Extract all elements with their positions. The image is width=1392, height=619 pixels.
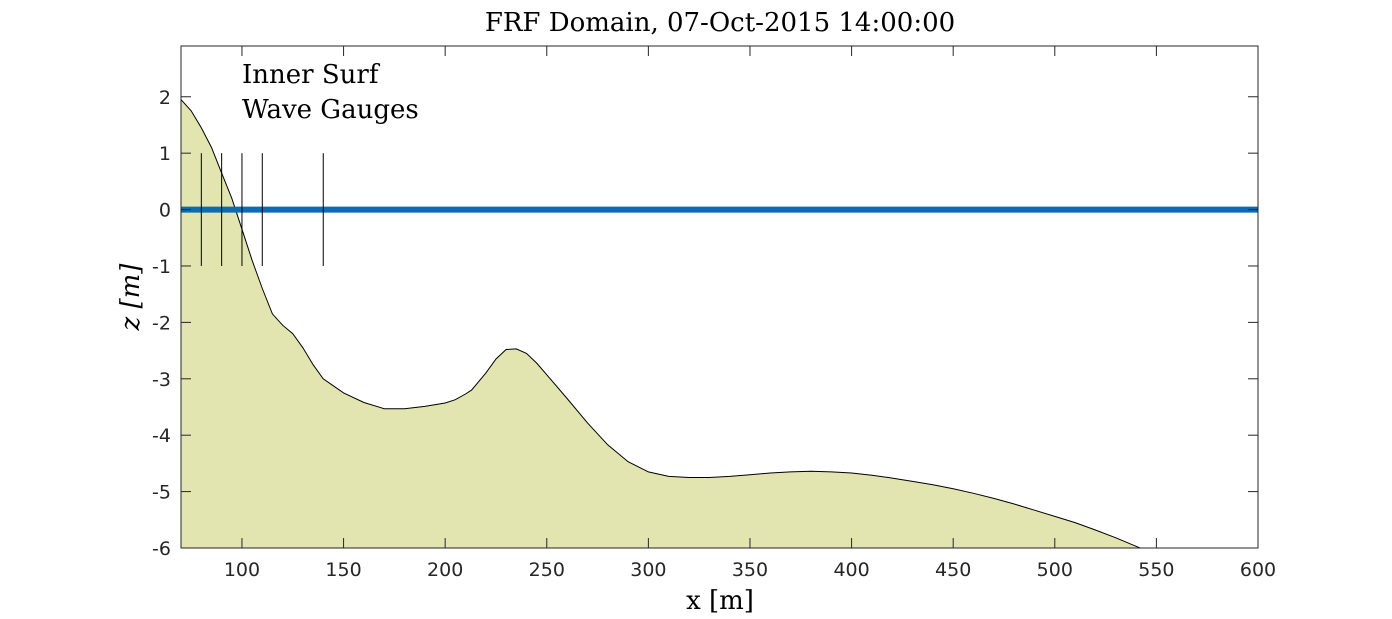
- x-tick-label: 350: [732, 559, 768, 581]
- y-tick-label: -3: [152, 369, 171, 391]
- x-tick-label: 400: [833, 559, 869, 581]
- y-tick-label: 0: [159, 200, 171, 222]
- y-tick-label: -2: [152, 312, 171, 334]
- plot-area: [180, 99, 1258, 549]
- x-tick-label: 450: [935, 559, 971, 581]
- y-axis-label: z [m]: [116, 263, 146, 332]
- x-tick-label: 150: [325, 559, 361, 581]
- annotation-line-2: Wave Gauges: [242, 95, 419, 125]
- axes: 100 150 200 250 300 350 400 450 500 550 600 -6 -5 -4 -…: [152, 45, 1276, 581]
- axes-frame: [180, 45, 1259, 549]
- x-tick-label: 600: [1240, 559, 1276, 581]
- y-tick-label: 2: [159, 87, 171, 109]
- annotation-line-1: Inner Surf: [242, 60, 381, 90]
- y-tick-label: -6: [152, 538, 171, 560]
- y-tick-label: -4: [152, 425, 171, 447]
- y-tick-label: -5: [152, 482, 171, 504]
- x-tick-label: 500: [1037, 559, 1073, 581]
- x-axis-label: x [m]: [686, 586, 754, 616]
- bathymetry-area: [181, 99, 1258, 548]
- bathymetry-profile-line: [180, 99, 1258, 549]
- y-tick-label: 1: [159, 143, 171, 165]
- chart-title: FRF Domain, 07-Oct-2015 14:00:00: [485, 8, 955, 38]
- y-tick-label: -1: [152, 256, 171, 278]
- x-tick-label: 250: [529, 559, 565, 581]
- x-tick-label: 550: [1138, 559, 1174, 581]
- x-tick-label: 300: [630, 559, 666, 581]
- x-tick-label: 100: [224, 559, 260, 581]
- x-tick-label: 200: [427, 559, 463, 581]
